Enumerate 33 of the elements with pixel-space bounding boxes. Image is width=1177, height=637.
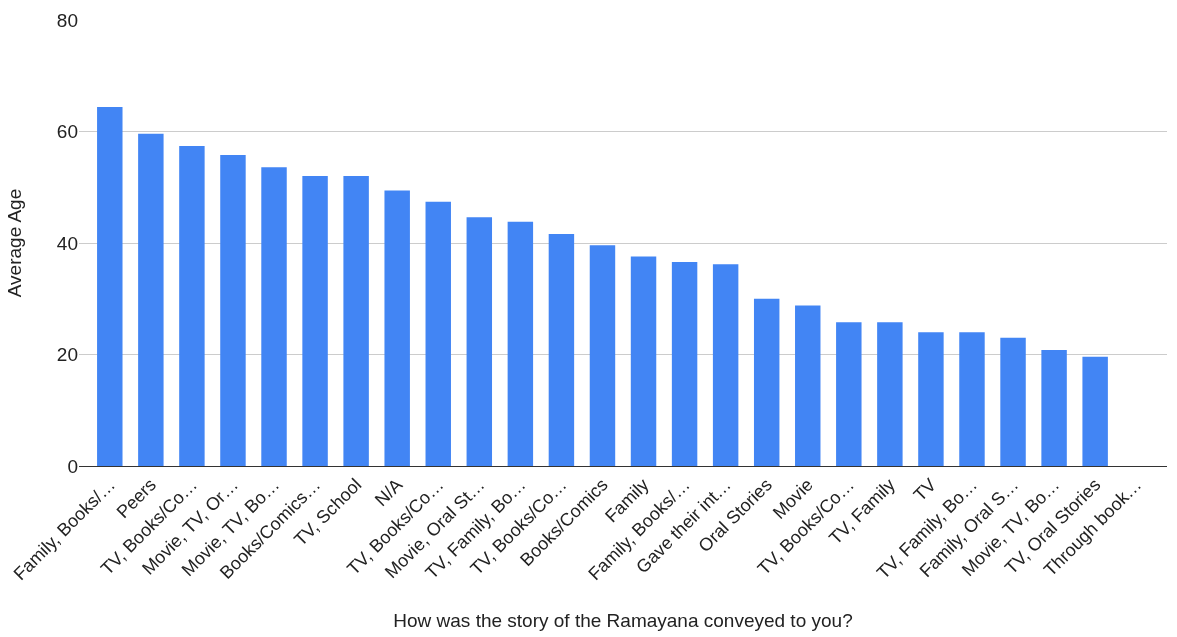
- bar: [671, 261, 698, 466]
- bar: [753, 298, 780, 466]
- bar: [836, 322, 862, 466]
- bar: [302, 176, 328, 466]
- bar: [466, 217, 493, 466]
- bar: [425, 201, 451, 466]
- bar: [918, 332, 944, 466]
- y-tick-label: 0: [67, 455, 78, 477]
- y-tick-label: 80: [56, 9, 78, 31]
- y-axis-title: Average Age: [3, 188, 25, 298]
- y-tick-label: 40: [56, 232, 78, 254]
- bar: [1082, 356, 1108, 466]
- bar: [1000, 337, 1026, 466]
- y-tick-label: 20: [56, 344, 78, 366]
- bar: [959, 332, 985, 466]
- bar: [548, 234, 575, 466]
- bar: [138, 133, 164, 466]
- bar: [795, 305, 821, 466]
- bar: [630, 256, 657, 466]
- x-axis-title: How was the story of the Ramayana conveyed to you?: [393, 609, 853, 631]
- bar: [97, 106, 123, 466]
- bar: [589, 245, 616, 466]
- bar: [343, 176, 369, 466]
- y-tick-label: 60: [56, 121, 78, 143]
- bar: [877, 322, 903, 466]
- bar: [220, 154, 246, 466]
- x-tick-label: TV: [909, 474, 941, 506]
- bar: [507, 221, 534, 466]
- bar: [384, 190, 410, 466]
- bar: [179, 146, 205, 466]
- bar: [1041, 350, 1067, 466]
- bar: [261, 167, 287, 466]
- bar: [712, 264, 739, 466]
